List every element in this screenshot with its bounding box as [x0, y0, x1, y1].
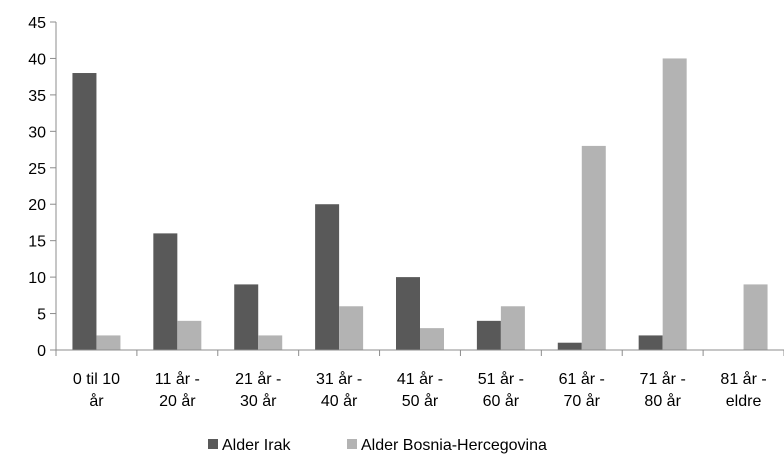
y-axis: 0 5 10 15 20 25 30 35 40 45 [28, 15, 57, 360]
x-tick-label: 80 år [644, 392, 681, 410]
x-tick-label: år [89, 392, 104, 410]
legend-swatch-irak [208, 439, 218, 449]
x-tick-label: 81 år - [720, 370, 766, 388]
x-tick-label: 31 år - [316, 370, 362, 388]
bar-irak-7 [638, 335, 663, 350]
x-axis: 0 til 10 år 11 år - 20 år 21 år - 30 år 31 år … [55, 349, 784, 410]
bar-bosnia-7 [662, 58, 687, 350]
bar-irak-5 [476, 320, 501, 350]
x-tick-label: 30 år [240, 392, 277, 410]
x-tick-label: 60 år [483, 392, 520, 410]
bar-bosnia-0 [96, 335, 121, 350]
y-tick-label: 20 [28, 197, 46, 214]
legend-label-bosnia: Alder Bosnia-Hercegovina [361, 437, 547, 454]
bar-irak-6 [557, 342, 582, 350]
bar-irak-1 [153, 233, 178, 350]
x-tick-label: 51 år - [478, 370, 524, 388]
bar-bosnia-8 [743, 284, 768, 350]
bar-irak-2 [234, 284, 259, 350]
legend-label-irak: Alder Irak [222, 437, 291, 454]
y-tick-label: 5 [37, 307, 46, 324]
bar-irak-0 [72, 73, 97, 351]
bar-irak-4 [396, 277, 420, 350]
bar-bosnia-2 [258, 335, 283, 350]
bar-irak-3 [315, 204, 340, 350]
bar-bosnia-6 [581, 145, 606, 350]
y-tick-label: 10 [28, 270, 46, 287]
y-tick-label: 15 [28, 234, 46, 251]
x-tick-label: 11 år - [155, 370, 200, 388]
x-tick-label: 50 år [402, 392, 439, 410]
y-tick-label: 0 [37, 343, 46, 360]
x-tick-label: 40 år [321, 392, 358, 410]
x-tick-label: 0 til 10 [73, 371, 120, 388]
bar-bosnia-5 [500, 306, 525, 350]
bar-bosnia-4 [420, 328, 444, 350]
x-tick-label: 21 år - [235, 370, 281, 388]
x-tick-label: 20 år [159, 392, 196, 410]
bar-bosnia-1 [177, 320, 202, 350]
legend-swatch-bosnia [347, 439, 357, 449]
x-tick-label: 41 år - [397, 370, 443, 388]
bar-bosnia-3 [339, 306, 364, 350]
y-tick-label: 30 [28, 124, 46, 141]
x-tick-label: 71 år - [640, 370, 686, 388]
y-tick-label: 25 [28, 161, 46, 178]
y-tick-label: 35 [28, 88, 46, 105]
x-tick-label: 61 år - [559, 370, 605, 388]
bars [72, 58, 768, 351]
x-tick-label: eldre [726, 393, 762, 410]
legend: Alder Irak Alder Bosnia-Hercegovina [208, 437, 547, 454]
x-tick-label: 70 år [564, 392, 601, 410]
y-tick-label: 40 [28, 51, 46, 68]
y-tick-label: 45 [28, 15, 46, 32]
